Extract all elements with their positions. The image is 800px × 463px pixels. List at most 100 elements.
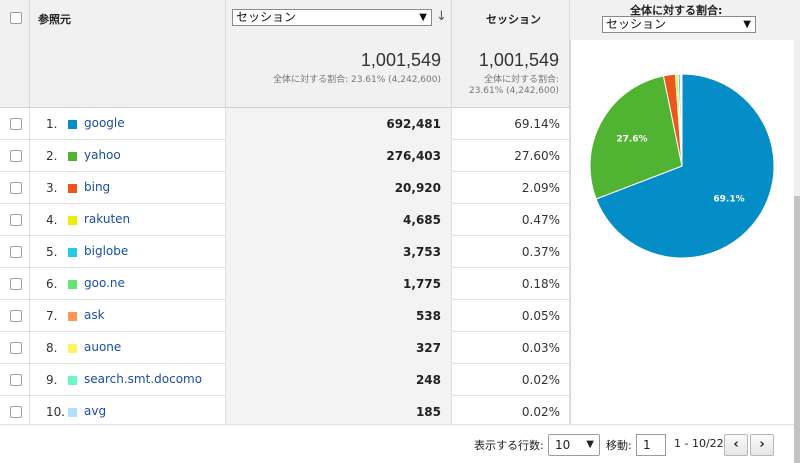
table-row[interactable]: 10. avg 185 0.02% [0, 396, 794, 428]
row-metric-cell: 185 [226, 396, 452, 428]
row-rank: 4. [46, 213, 58, 227]
source-link[interactable]: auone [84, 340, 122, 354]
row-pct-value: 0.05% [521, 309, 560, 323]
pie-data-label: 27.6% [616, 135, 647, 145]
chevron-down-icon: ▼ [743, 19, 751, 30]
pct-select-value: セッション [606, 17, 667, 31]
row-checkbox-cell [0, 268, 30, 300]
table-row[interactable]: 7. ask 538 0.05% [0, 300, 794, 332]
source-link[interactable]: search.smt.docomo [84, 372, 203, 386]
legend-swatch-icon [68, 184, 77, 193]
row-metric-cell: 20,920 [226, 172, 452, 204]
table-row[interactable]: 3. bing 20,920 2.09% [0, 172, 794, 204]
row-sessions-value: 1,775 [403, 277, 441, 291]
row-checkbox[interactable] [10, 118, 22, 130]
row-checkbox[interactable] [10, 310, 22, 322]
source-link[interactable]: google [84, 116, 125, 130]
row-sessions-value: 185 [415, 405, 441, 419]
source-link[interactable]: biglobe [84, 244, 129, 258]
legend-swatch-icon [68, 376, 77, 385]
row-pct-cell: 0.37% [452, 236, 570, 268]
sort-arrow-icon[interactable]: ↓ [436, 9, 447, 24]
table-row[interactable]: 1. google 692,481 69.14% [0, 108, 794, 140]
header-pct-cell: 全体に対する割合: セッション ▼ [570, 0, 794, 40]
pie-slice-google[interactable] [595, 73, 775, 259]
table-header: 参照元 セッション ▼ ↓ セッション 全体に対する割合: セッション ▼ [0, 0, 794, 40]
row-pct-value: 0.02% [521, 373, 560, 387]
row-metric-cell: 4,685 [226, 204, 452, 236]
row-source-cell: 9. search.smt.docomo [30, 364, 226, 396]
row-metric-cell: 327 [226, 332, 452, 364]
source-link[interactable]: yahoo [84, 148, 121, 162]
row-checkbox[interactable] [10, 374, 22, 386]
goto-page-input[interactable]: 1 [636, 434, 666, 456]
row-checkbox[interactable] [10, 406, 22, 418]
row-checkbox-cell [0, 204, 30, 236]
header-sessions-cell: セッション [452, 0, 570, 40]
row-source-cell: 7. ask [30, 300, 226, 332]
pct-select[interactable]: セッション ▼ [602, 16, 756, 33]
table-row[interactable]: 6. goo.ne 1,775 0.18% [0, 268, 794, 300]
rows-per-page-label: 表示する行数: [474, 439, 544, 452]
table-row[interactable]: 9. search.smt.docomo 248 0.02% [0, 364, 794, 396]
row-pct-cell: 27.60% [452, 140, 570, 172]
source-link[interactable]: rakuten [84, 212, 131, 226]
row-source-cell: 1. google [30, 108, 226, 140]
sessions-total-note-line1: 全体に対する割合: [483, 75, 559, 85]
row-pct-value: 0.47% [521, 213, 560, 227]
totals-checkbox-cell [0, 40, 30, 108]
chevron-right-icon: › [759, 437, 765, 452]
row-checkbox[interactable] [10, 278, 22, 290]
select-all-checkbox[interactable] [10, 12, 22, 24]
row-rank: 10. [46, 405, 66, 419]
next-page-button[interactable]: › [750, 434, 774, 456]
sessions-column-label[interactable]: セッション [486, 13, 541, 26]
legend-swatch-icon [68, 312, 77, 321]
source-link[interactable]: goo.ne [84, 276, 125, 290]
table-row[interactable]: 2. yahoo 276,403 27.60% [0, 140, 794, 172]
source-column-label[interactable]: 参照元 [38, 13, 71, 26]
row-checkbox-cell [0, 364, 30, 396]
row-checkbox[interactable] [10, 214, 22, 226]
legend-swatch-icon [68, 344, 77, 353]
row-pct-value: 0.03% [521, 341, 560, 355]
row-checkbox-cell [0, 332, 30, 364]
legend-swatch-icon [68, 152, 77, 161]
source-link[interactable]: ask [84, 308, 105, 322]
row-pct-value: 0.37% [521, 245, 560, 259]
row-pct-value: 0.02% [521, 405, 560, 419]
row-pct-cell: 0.05% [452, 300, 570, 332]
row-checkbox-cell [0, 396, 30, 428]
table-row[interactable]: 8. auone 327 0.03% [0, 332, 794, 364]
scrollbar-thumb[interactable] [794, 196, 800, 463]
rows-per-page-select[interactable]: 10 ▼ [548, 434, 600, 456]
chevron-left-icon: ‹ [733, 437, 739, 452]
metric-select[interactable]: セッション ▼ [232, 9, 432, 26]
row-checkbox[interactable] [10, 182, 22, 194]
row-checkbox-cell [0, 172, 30, 204]
row-pct-value: 27.60% [514, 149, 560, 163]
prev-page-button[interactable]: ‹ [724, 434, 748, 456]
pie-slice-yahoo[interactable] [589, 75, 683, 200]
row-source-cell: 3. bing [30, 172, 226, 204]
row-metric-cell: 248 [226, 364, 452, 396]
source-link[interactable]: bing [84, 180, 111, 194]
totals-metric-cell: 1,001,549 全体に対する割合: 23.61% (4,242,600) [226, 40, 452, 108]
sessions-total: 1,001,549 [478, 50, 559, 70]
row-source-cell: 4. rakuten [30, 204, 226, 236]
row-checkbox[interactable] [10, 246, 22, 258]
table-row[interactable]: 5. biglobe 3,753 0.37% [0, 236, 794, 268]
table-row[interactable]: 4. rakuten 4,685 0.47% [0, 204, 794, 236]
row-rank: 6. [46, 277, 58, 291]
goto-label: 移動: [606, 439, 632, 452]
row-sessions-value: 4,685 [403, 213, 441, 227]
row-pct-value: 69.14% [514, 117, 560, 131]
pie-data-label: 69.1% [713, 194, 744, 204]
row-rank: 7. [46, 309, 58, 323]
row-checkbox-cell [0, 300, 30, 332]
goto-page-value: 1 [643, 438, 651, 452]
row-checkbox[interactable] [10, 342, 22, 354]
vertical-scrollbar[interactable] [794, 0, 800, 463]
source-link[interactable]: avg [84, 404, 107, 418]
row-checkbox[interactable] [10, 150, 22, 162]
